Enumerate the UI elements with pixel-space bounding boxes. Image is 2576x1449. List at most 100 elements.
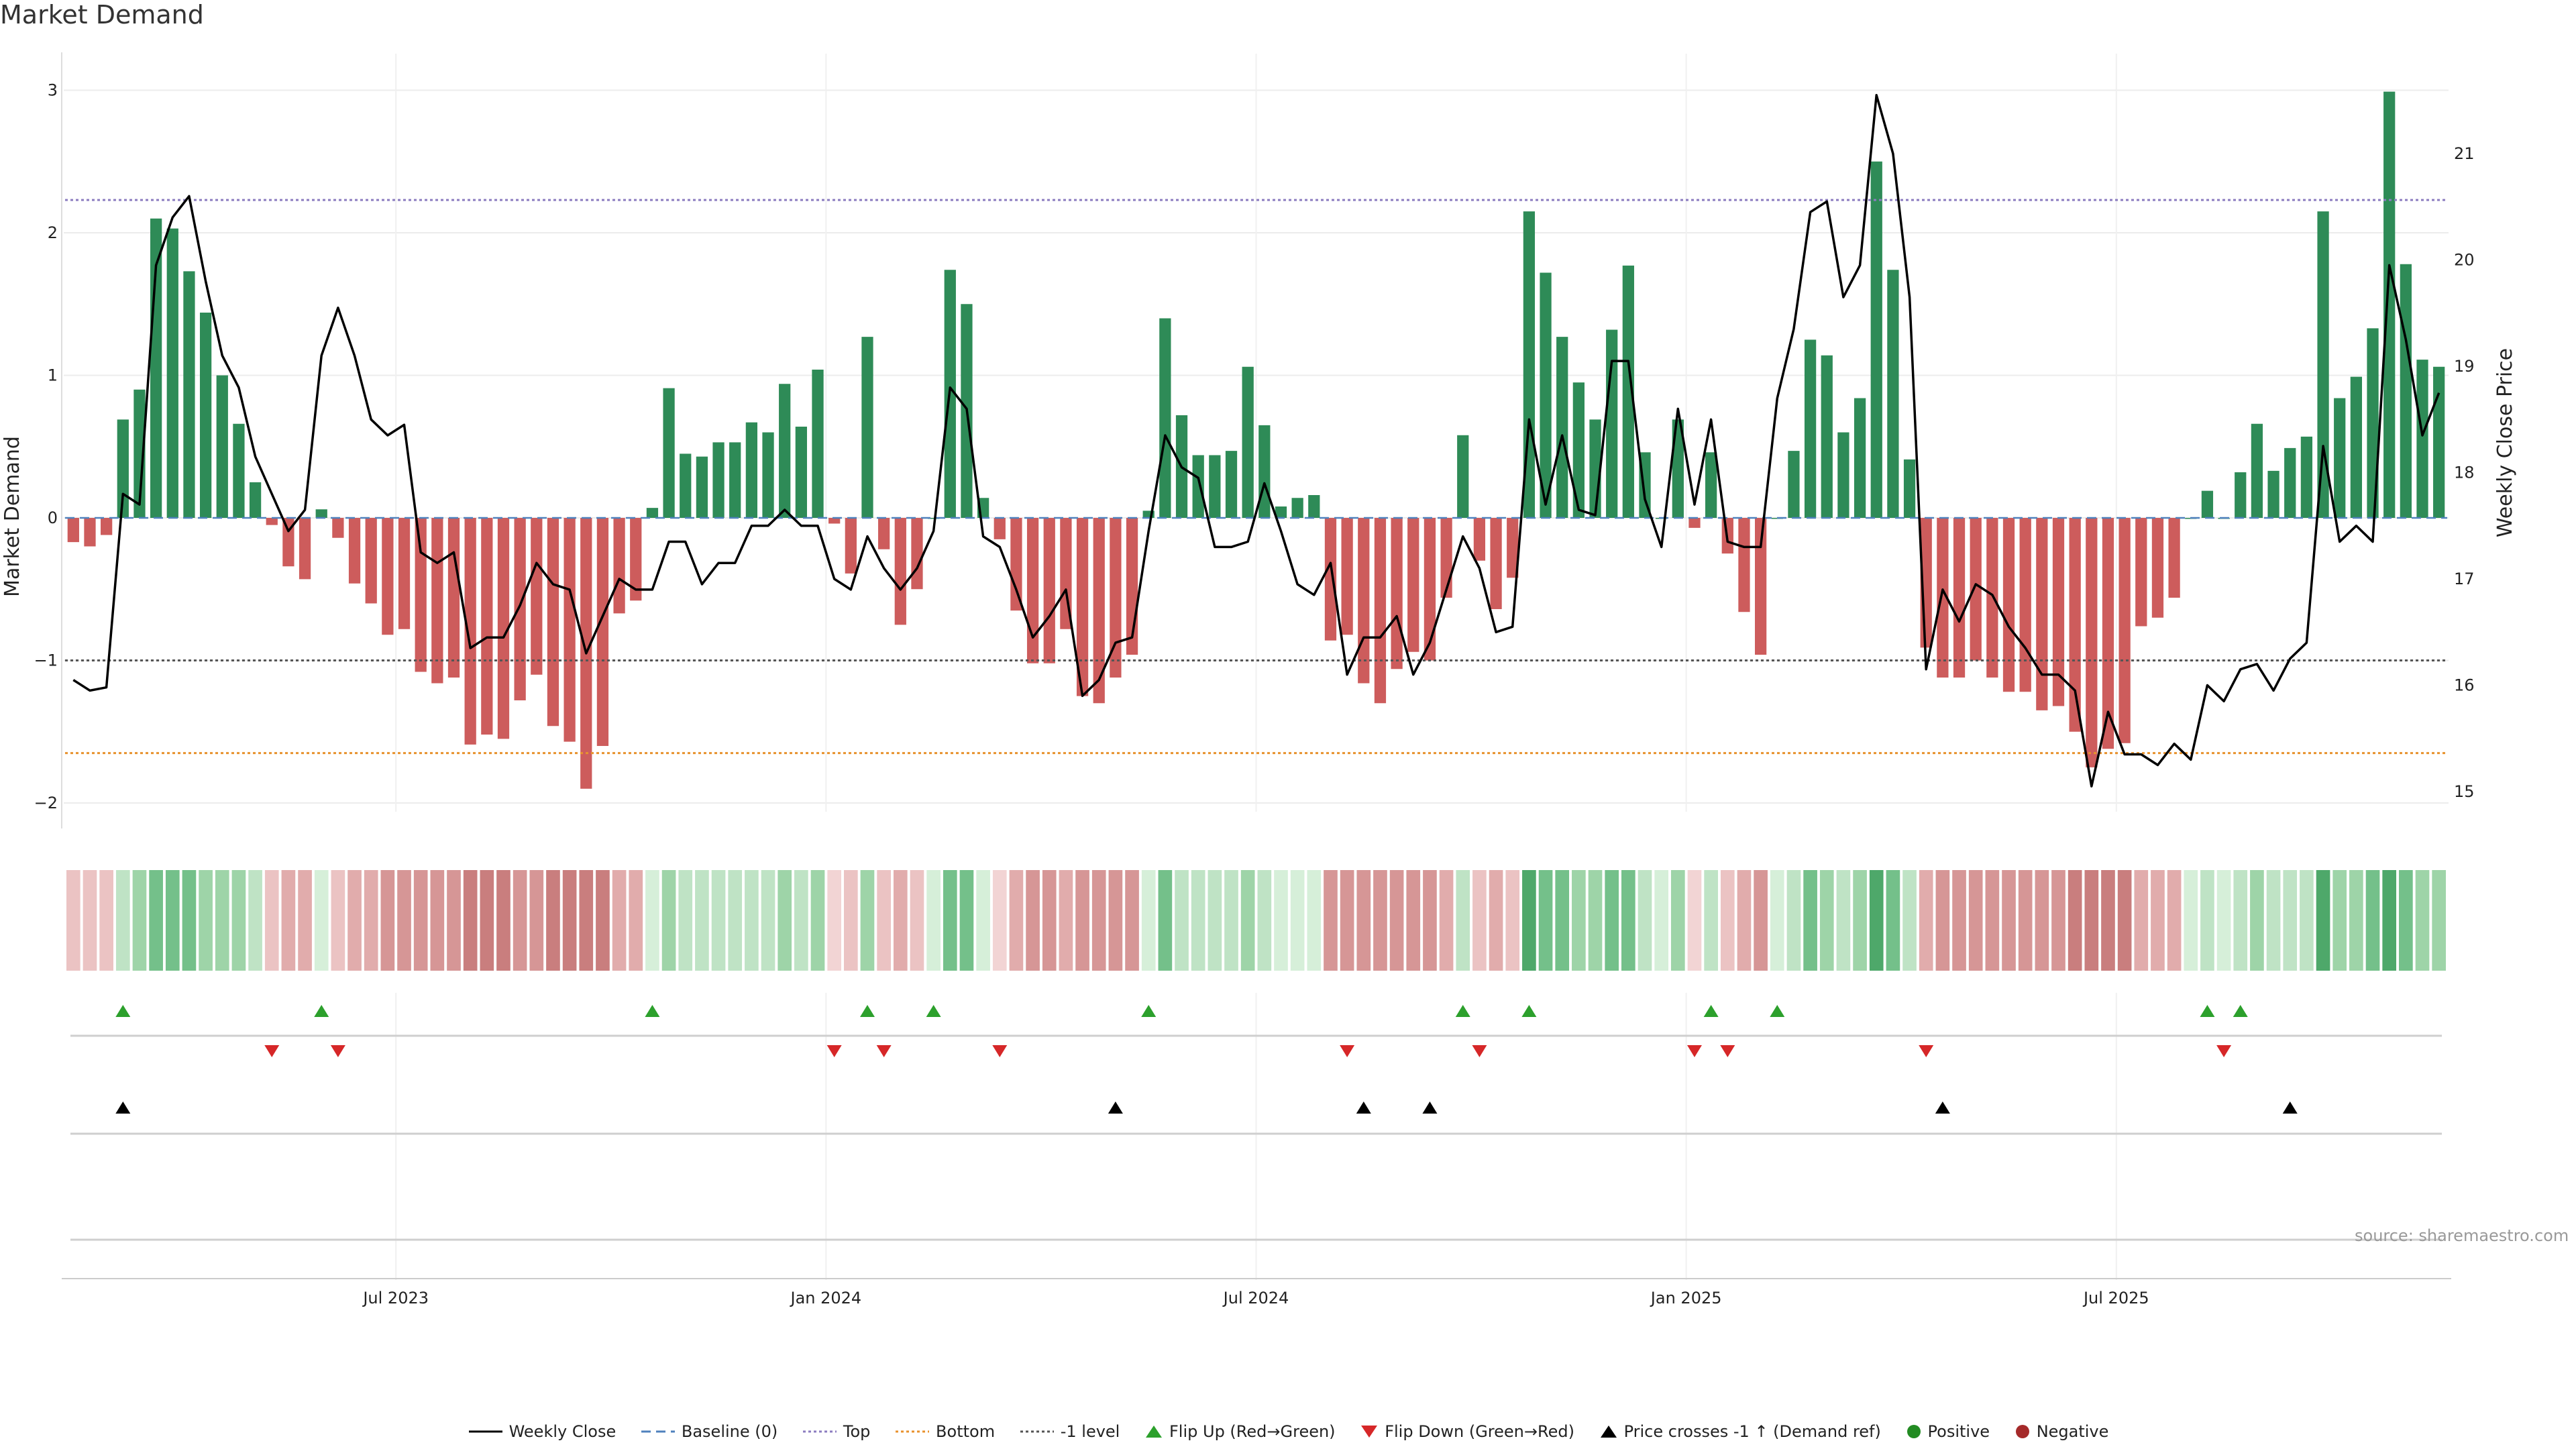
heat-cell bbox=[182, 870, 197, 971]
heat-cell bbox=[1191, 870, 1205, 971]
positive-demand-bar bbox=[1804, 339, 1817, 518]
negative-demand-bar bbox=[398, 518, 411, 629]
positive-demand-bar bbox=[861, 337, 873, 518]
heat-cell bbox=[2415, 870, 2430, 971]
heat-cell bbox=[1108, 870, 1123, 971]
heat-cell bbox=[231, 870, 246, 971]
positive-demand-bar bbox=[2201, 490, 2214, 518]
demand-ref-cross-marker bbox=[1422, 1102, 1438, 1114]
heat-cell bbox=[397, 870, 411, 971]
heat-cell bbox=[447, 870, 461, 971]
heat-cell bbox=[926, 870, 941, 971]
left-tick-label: 2 bbox=[48, 223, 58, 242]
negative-demand-bar bbox=[2069, 518, 2081, 732]
negative-demand-bar bbox=[1473, 518, 1486, 561]
heat-cell bbox=[1588, 870, 1603, 971]
heat-cell bbox=[1670, 870, 1685, 971]
heat-cell bbox=[2167, 870, 2182, 971]
negative-demand-bar bbox=[2168, 518, 2180, 598]
legend-label: Bottom bbox=[936, 1421, 996, 1441]
heat-cell bbox=[777, 870, 792, 971]
heat-cell bbox=[728, 870, 743, 971]
heat-cell bbox=[761, 870, 775, 971]
source-note: source: sharemaestro.com bbox=[2355, 1226, 2569, 1245]
legend-item-flip-up: Flip Up (Red→Green) bbox=[1144, 1421, 1336, 1441]
left-tick-label: 3 bbox=[48, 81, 58, 100]
heat-cell bbox=[1141, 870, 1156, 971]
heat-cell bbox=[1869, 870, 1884, 971]
heat-cell bbox=[1555, 870, 1570, 971]
heat-cell bbox=[215, 870, 229, 971]
positive-demand-bar bbox=[1209, 455, 1221, 518]
heat-cell bbox=[2101, 870, 2115, 971]
heat-cell bbox=[2233, 870, 2248, 971]
heat-cell bbox=[943, 870, 957, 971]
flip-up-marker bbox=[645, 1005, 660, 1017]
heat-cell bbox=[66, 870, 80, 971]
flip-up-marker bbox=[314, 1005, 329, 1017]
negative-demand-bar bbox=[564, 518, 576, 742]
heat-cell bbox=[1853, 870, 1867, 971]
positive-demand-bar bbox=[1705, 452, 1717, 518]
legend-label: Price crosses -1 ↑ (Demand ref) bbox=[1623, 1421, 1881, 1441]
heat-cell bbox=[579, 870, 594, 971]
heat-cell bbox=[1439, 870, 1454, 971]
heat-cell bbox=[810, 870, 825, 971]
heat-cell bbox=[1935, 870, 1950, 971]
negative-demand-bar bbox=[1374, 518, 1387, 704]
heat-cell bbox=[1389, 870, 1404, 971]
flip-up-marker bbox=[1455, 1005, 1470, 1017]
heat-cell bbox=[2266, 870, 2281, 971]
grid-layer bbox=[61, 52, 2451, 1280]
flip-down-marker bbox=[1720, 1045, 1735, 1057]
negative-demand-bar bbox=[994, 518, 1006, 539]
legend-label: Weekly Close bbox=[508, 1421, 616, 1441]
heat-cell bbox=[264, 870, 279, 971]
legend-item-demand-ref: Price crosses -1 ↑ (Demand ref) bbox=[1599, 1421, 1881, 1441]
negative-demand-bar bbox=[332, 518, 344, 538]
heat-cell bbox=[1340, 870, 1354, 971]
heat-cell bbox=[678, 870, 693, 971]
heat-cell bbox=[1687, 870, 1702, 971]
negative-demand-bar bbox=[1970, 518, 1982, 661]
heat-cell bbox=[463, 870, 478, 971]
heat-cell bbox=[1737, 870, 1752, 971]
negative-demand-bar bbox=[2151, 518, 2164, 618]
chart-title: Market Demand bbox=[0, 0, 204, 30]
positive-demand-bar bbox=[762, 432, 774, 518]
positive-demand-bar bbox=[2284, 447, 2296, 518]
heat-cell bbox=[959, 870, 974, 971]
positive-demand-bar bbox=[1788, 451, 1800, 518]
positive-demand-bar bbox=[166, 228, 178, 518]
negative-demand-bar bbox=[415, 518, 427, 672]
heat-cell bbox=[1075, 870, 1089, 971]
heat-cell bbox=[1704, 870, 1718, 971]
heat-cell bbox=[562, 870, 577, 971]
positive-demand-bar bbox=[249, 482, 262, 518]
negative-demand-bar bbox=[84, 518, 96, 547]
legend-label: Baseline (0) bbox=[681, 1421, 778, 1441]
negative-demand-bar bbox=[282, 518, 294, 567]
heat-cell bbox=[1638, 870, 1652, 971]
positive-demand-bar bbox=[2400, 264, 2412, 518]
heat-cell bbox=[1307, 870, 1322, 971]
heat-cell bbox=[1522, 870, 1536, 971]
heat-cell bbox=[2349, 870, 2363, 971]
negative-demand-bar bbox=[1507, 518, 1519, 578]
legend-item-negative: Negative bbox=[2014, 1421, 2108, 1441]
heat-cell bbox=[2382, 870, 2397, 971]
positive-demand-bar bbox=[1903, 459, 1916, 518]
negative-demand-bar bbox=[2036, 518, 2048, 710]
heat-cell bbox=[1373, 870, 1387, 971]
negative-demand-bar bbox=[67, 518, 79, 543]
demand-ref-cross-marker bbox=[1356, 1102, 1371, 1114]
positive-demand-bar bbox=[2317, 211, 2329, 518]
negative-demand-bar bbox=[1010, 518, 1022, 611]
positive-demand-bar bbox=[233, 423, 245, 518]
negative-demand-bar bbox=[447, 518, 460, 678]
heat-cell bbox=[1240, 870, 1255, 971]
heat-cell bbox=[844, 870, 858, 971]
negative-demand-bar bbox=[845, 518, 857, 574]
heat-cell bbox=[546, 870, 560, 971]
